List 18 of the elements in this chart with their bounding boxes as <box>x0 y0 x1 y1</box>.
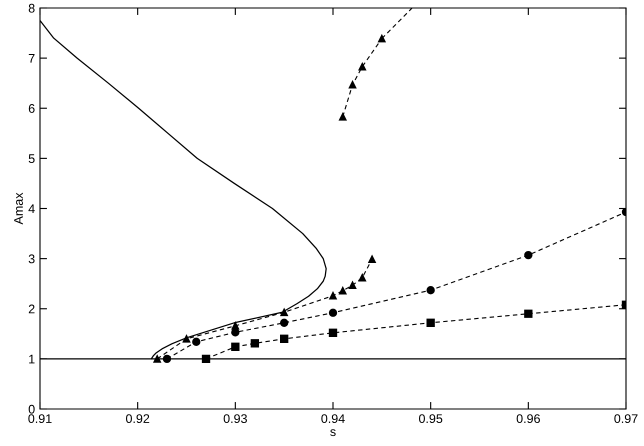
x-tick-label: 0.93 <box>224 414 247 424</box>
y-axis-title: Amax <box>14 192 23 224</box>
x-tick-label: 0.97 <box>614 414 638 424</box>
y-tick-label: 3 <box>28 254 35 264</box>
x-tick-label: 0.94 <box>321 414 345 424</box>
y-tick-label: 1 <box>29 354 35 364</box>
y-tick-label: 4 <box>28 204 35 214</box>
y-tick-label: 7 <box>28 54 35 63</box>
x-tick-label: 0.92 <box>126 414 150 424</box>
x-axis-title: s <box>330 429 336 436</box>
x-tick-label: 0.96 <box>516 414 540 424</box>
x-tick-label: 0.91 <box>28 414 52 424</box>
x-tick-label: 0.95 <box>418 414 442 424</box>
y-tick-label: 5 <box>28 154 35 164</box>
y-tick-label: 6 <box>28 104 35 113</box>
y-tick-label: 2 <box>28 304 35 314</box>
y-tick-label: 8 <box>28 4 35 13</box>
y-tick-label: 0 <box>28 404 35 414</box>
